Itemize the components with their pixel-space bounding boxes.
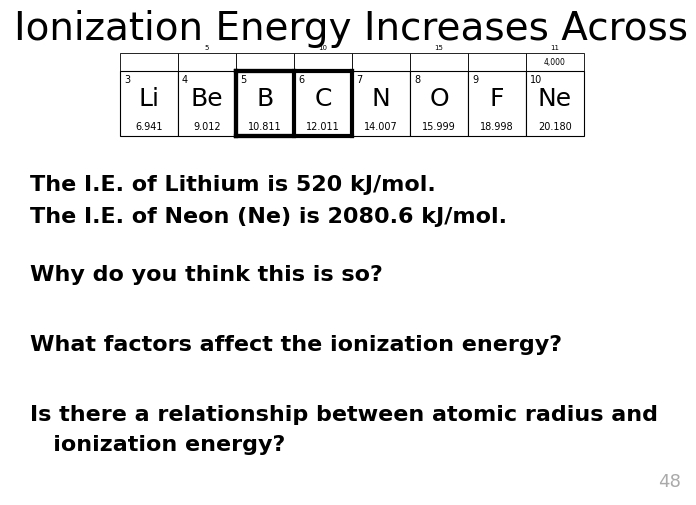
Bar: [236, 72, 294, 137]
Text: 7: 7: [356, 75, 362, 85]
Text: 10: 10: [530, 75, 542, 85]
Text: ionization energy?: ionization energy?: [30, 434, 285, 454]
Bar: [178, 54, 236, 72]
Bar: [468, 54, 526, 72]
Text: The I.E. of Lithium is 520 kJ/mol.: The I.E. of Lithium is 520 kJ/mol.: [30, 175, 436, 194]
Text: Ne: Ne: [538, 87, 572, 111]
Text: N: N: [372, 87, 390, 111]
Text: 11: 11: [551, 45, 560, 51]
Text: The I.E. of Neon (Ne) is 2080.6 kJ/mol.: The I.E. of Neon (Ne) is 2080.6 kJ/mol.: [30, 207, 507, 227]
Bar: [526, 54, 584, 72]
Bar: [236, 54, 294, 72]
Bar: [468, 72, 526, 137]
Text: 6.941: 6.941: [135, 122, 163, 132]
Text: B: B: [256, 87, 274, 111]
Bar: [294, 54, 352, 72]
Text: 15: 15: [434, 45, 443, 51]
Text: 6: 6: [298, 75, 304, 85]
Text: 20.180: 20.180: [538, 122, 572, 132]
Text: O: O: [429, 87, 449, 111]
Bar: [526, 72, 584, 137]
Bar: [294, 72, 352, 137]
Text: 9: 9: [472, 75, 478, 85]
Bar: [178, 72, 236, 137]
Text: 15.999: 15.999: [422, 122, 456, 132]
Text: 5: 5: [205, 45, 209, 51]
Text: 12.011: 12.011: [306, 122, 340, 132]
Text: Is there a relationship between atomic radius and: Is there a relationship between atomic r…: [30, 404, 658, 424]
Text: Be: Be: [191, 87, 223, 111]
Bar: [410, 54, 468, 72]
Bar: [120, 72, 178, 137]
Bar: [352, 54, 410, 72]
Text: 4: 4: [182, 75, 188, 85]
Text: C: C: [315, 87, 332, 111]
Text: Why do you think this is so?: Why do you think this is so?: [30, 265, 383, 284]
Text: 4,000: 4,000: [544, 59, 566, 67]
Text: 14.007: 14.007: [364, 122, 398, 132]
Text: 10: 10: [319, 45, 328, 51]
Text: F: F: [490, 87, 504, 111]
Bar: [410, 72, 468, 137]
Bar: [352, 72, 410, 137]
Text: 3: 3: [124, 75, 130, 85]
Text: 5: 5: [240, 75, 246, 85]
Text: 48: 48: [658, 472, 681, 490]
Text: Ionization Energy Increases Across a Row: Ionization Energy Increases Across a Row: [14, 10, 696, 48]
Bar: [120, 54, 178, 72]
Text: 9.012: 9.012: [193, 122, 221, 132]
Text: What factors affect the ionization energy?: What factors affect the ionization energ…: [30, 334, 562, 355]
Text: 18.998: 18.998: [480, 122, 514, 132]
Text: 8: 8: [414, 75, 420, 85]
Text: 10.811: 10.811: [248, 122, 282, 132]
Text: Li: Li: [139, 87, 159, 111]
